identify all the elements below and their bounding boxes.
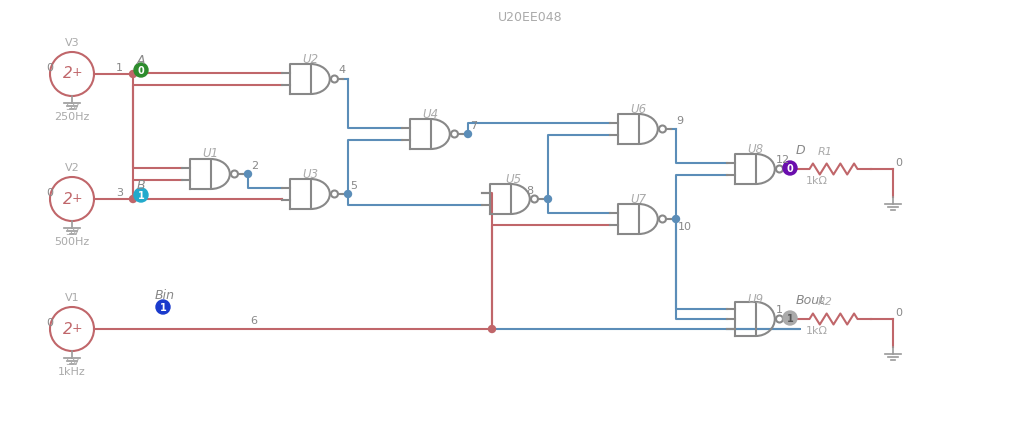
Text: R2: R2 — [818, 297, 833, 306]
Text: 5V: 5V — [65, 356, 79, 366]
Text: U5: U5 — [505, 173, 521, 186]
Circle shape — [129, 71, 136, 78]
Text: D: D — [796, 144, 806, 157]
Text: 4: 4 — [338, 65, 345, 75]
Text: U20EE048: U20EE048 — [498, 11, 562, 24]
Text: +: + — [72, 321, 82, 334]
Text: 2: 2 — [63, 321, 73, 336]
Text: 1: 1 — [160, 302, 166, 312]
Text: 0: 0 — [137, 66, 144, 76]
Text: 3: 3 — [116, 187, 123, 198]
Circle shape — [134, 64, 148, 78]
Circle shape — [783, 162, 797, 176]
Text: 0: 0 — [46, 187, 53, 198]
Text: R1: R1 — [818, 147, 833, 157]
Text: Bin: Bin — [155, 288, 175, 301]
Text: U1: U1 — [202, 147, 218, 159]
Text: 5: 5 — [350, 180, 357, 191]
Text: 1kΩ: 1kΩ — [806, 176, 828, 186]
Text: 1: 1 — [137, 191, 144, 201]
Text: 10: 10 — [678, 222, 692, 231]
Text: Bout: Bout — [796, 293, 825, 306]
Text: 5V: 5V — [65, 226, 79, 237]
Circle shape — [488, 326, 496, 333]
Text: 1kΩ: 1kΩ — [806, 325, 828, 335]
Circle shape — [134, 189, 148, 202]
Text: 250Hz: 250Hz — [54, 112, 90, 122]
Text: 2: 2 — [63, 66, 73, 81]
Text: V1: V1 — [65, 292, 79, 302]
Text: 0: 0 — [46, 317, 53, 327]
Text: 9: 9 — [676, 116, 683, 126]
Text: U7: U7 — [630, 193, 646, 205]
Text: 0: 0 — [895, 158, 902, 168]
Text: 2: 2 — [251, 161, 258, 171]
Text: 1: 1 — [116, 63, 123, 73]
Text: V3: V3 — [65, 38, 79, 48]
Text: 6: 6 — [250, 315, 257, 325]
Text: B: B — [137, 179, 145, 191]
Circle shape — [465, 131, 471, 138]
Text: 0: 0 — [895, 307, 902, 317]
Text: 1: 1 — [776, 304, 783, 314]
Text: 8: 8 — [526, 186, 534, 195]
Text: U9: U9 — [746, 292, 763, 305]
Circle shape — [245, 171, 252, 178]
Text: 5V: 5V — [65, 102, 79, 112]
Text: V2: V2 — [65, 162, 80, 173]
Text: +: + — [72, 66, 82, 79]
Text: +: + — [72, 191, 82, 204]
Text: U2: U2 — [302, 53, 318, 66]
Text: U3: U3 — [302, 168, 318, 180]
Text: 500Hz: 500Hz — [54, 237, 90, 247]
Circle shape — [344, 191, 351, 198]
Text: 12: 12 — [776, 155, 791, 165]
Text: 7: 7 — [470, 121, 477, 131]
Text: 0: 0 — [786, 164, 794, 173]
Circle shape — [129, 196, 136, 203]
Text: 0: 0 — [46, 63, 53, 73]
Text: U8: U8 — [746, 143, 763, 155]
Circle shape — [545, 196, 552, 203]
Circle shape — [156, 300, 170, 314]
Text: U4: U4 — [422, 108, 438, 121]
Circle shape — [783, 311, 797, 325]
Text: A: A — [137, 54, 145, 67]
Text: 1: 1 — [786, 313, 794, 323]
Text: 2: 2 — [63, 191, 73, 206]
Text: U6: U6 — [630, 103, 646, 116]
Text: 1kHz: 1kHz — [58, 366, 86, 376]
Circle shape — [673, 216, 680, 223]
